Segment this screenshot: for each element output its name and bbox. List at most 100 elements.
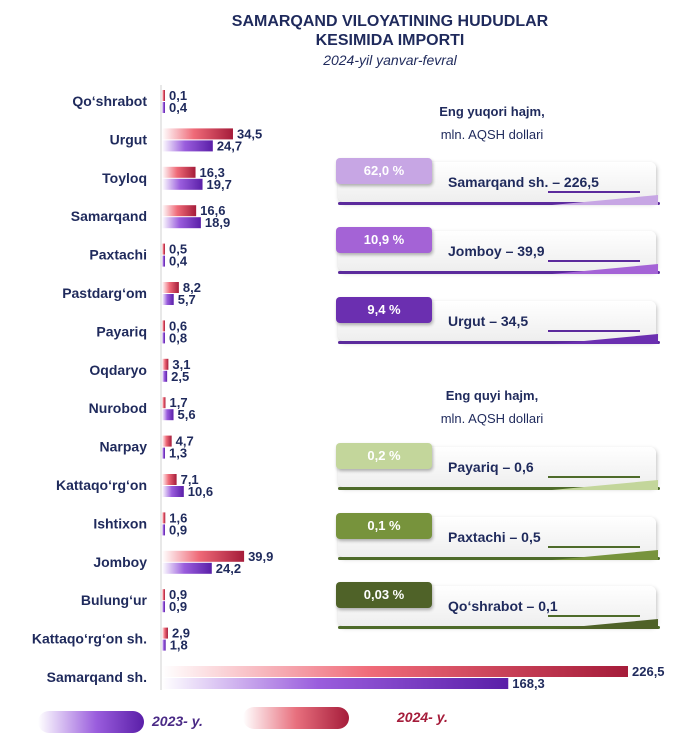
card-tick — [548, 476, 640, 478]
value-label-2023-ishtixon: 0,9 — [169, 522, 187, 537]
value-label-2024-bulung-ur: 0,9 — [169, 587, 187, 602]
card-underline — [338, 202, 660, 205]
value-label-2024-samarqand: 16,6 — [200, 203, 225, 218]
category-label-kattaqo-rg-on: Kattaqo‘rg‘on — [56, 477, 147, 493]
category-label-samarqand-sh: Samarqand sh. — [47, 669, 147, 685]
value-label-2023-samarqand-sh: 168,3 — [512, 676, 545, 691]
card-tick — [548, 191, 640, 193]
bar-2023-payariq — [162, 332, 165, 344]
value-label-2023-kattaqo-rg-on-sh: 1,8 — [170, 638, 188, 653]
value-label-2023-toyloq: 19,7 — [207, 177, 232, 192]
bar-2024-payariq — [162, 320, 165, 332]
bar-2023-bulung-ur — [162, 601, 165, 613]
top-panel-heading: Eng yuqori hajm, — [439, 104, 545, 119]
value-label-2023-kattaqo-rg-on: 10,6 — [188, 484, 213, 499]
bar-2023-samarqand — [162, 217, 201, 229]
card-wedge — [552, 619, 658, 629]
bar-2024-paxtachi — [162, 243, 165, 255]
category-label-narpay: Narpay — [100, 439, 148, 455]
bar-2024-bulung-ur — [162, 589, 165, 601]
bar-2023-urgut — [162, 140, 213, 152]
category-label-oqdaryo: Oqdaryo — [89, 362, 147, 378]
bar-2023-samarqand-sh — [162, 678, 509, 689]
value-label-2023-narpay: 1,3 — [169, 446, 187, 461]
top-card-1: 62,0 % Samarqand sh. – 226,5 — [336, 158, 660, 206]
top-card-3: 9,4 % Urgut – 34,5 — [336, 297, 660, 345]
card-wedge — [552, 480, 658, 490]
bar-2023-nurobod — [162, 409, 174, 421]
value-label-2023-urgut: 24,7 — [217, 138, 242, 153]
value-label-2024-nurobod: 1,7 — [169, 395, 187, 410]
value-label-2023-pastdarg-om: 5,7 — [178, 292, 196, 307]
card-underline — [338, 557, 660, 560]
category-label-paxtachi: Paxtachi — [89, 247, 147, 263]
card-label: Qo‘shrabot – 0,1 — [448, 598, 558, 614]
card-tick — [548, 546, 640, 548]
bar-2024-oqdaryo — [162, 358, 169, 370]
category-label-urgut: Urgut — [110, 131, 148, 147]
value-label-2023-qo-shrabot: 0,4 — [169, 100, 188, 115]
value-label-2023-nurobod: 5,6 — [178, 407, 196, 422]
bar-2024-ishtixon — [162, 512, 166, 524]
card-label: Jomboy – 39,9 — [448, 243, 545, 259]
card-tick — [548, 330, 640, 332]
percent-badge: 0,2 % — [336, 443, 432, 469]
bar-2024-narpay — [162, 435, 172, 447]
value-label-2024-urgut: 34,5 — [237, 126, 262, 141]
value-label-2023-samarqand: 18,9 — [205, 215, 230, 230]
bar-2023-ishtixon — [162, 524, 165, 536]
value-label-2023-paxtachi: 0,4 — [169, 254, 188, 269]
bar-2024-samarqand — [162, 205, 197, 217]
card-wedge — [552, 195, 658, 205]
category-label-samarqand: Samarqand — [71, 208, 147, 224]
bottom-panel-heading: Eng quyi hajm, — [445, 388, 539, 403]
bar-2023-pastdarg-om — [162, 294, 174, 305]
chart-subtitle: 2024-yil yanvar-fevral — [323, 52, 457, 68]
bar-2023-kattaqo-rg-on — [162, 486, 184, 497]
chart-title-line1: SAMARQAND VILOYATINING HUDUDLAR — [231, 13, 549, 30]
category-label-ishtixon: Ishtixon — [93, 515, 147, 531]
value-label-2024-payariq: 0,6 — [169, 318, 187, 333]
value-label-2024-ishtixon: 1,6 — [169, 510, 187, 525]
bar-2024-nurobod — [162, 397, 166, 409]
category-label-kattaqo-rg-on-sh: Kattaqo‘rg‘on sh. — [32, 631, 147, 647]
bottom-panel-unit: mln. AQSH dollari — [440, 411, 544, 426]
legend-swatch-2023 — [38, 711, 144, 733]
bar-2024-toyloq — [162, 166, 196, 178]
value-label-2024-toyloq: 16,3 — [200, 165, 225, 180]
bar-2024-samarqand-sh — [162, 666, 628, 677]
percent-badge: 9,4 % — [336, 297, 432, 323]
bottom-card-3: 0,03 % Qo‘shrabot – 0,1 — [336, 582, 660, 630]
value-label-2024-kattaqo-rg-on: 7,1 — [181, 472, 199, 487]
card-label: Samarqand sh. – 226,5 — [448, 174, 599, 190]
value-label-2023-oqdaryo: 2,5 — [171, 369, 189, 384]
category-label-pastdarg-om: Pastdarg‘om — [62, 285, 147, 301]
card-underline — [338, 487, 660, 490]
card-label: Payariq – 0,6 — [448, 459, 534, 475]
card-underline — [338, 341, 660, 344]
category-label-bulung-ur: Bulung‘ur — [81, 592, 148, 608]
percent-badge: 0,03 % — [336, 582, 432, 608]
category-label-payariq: Payariq — [96, 323, 147, 339]
bar-2023-toyloq — [162, 178, 203, 190]
card-tick — [548, 260, 640, 262]
bar-2024-kattaqo-rg-on-sh — [162, 627, 168, 639]
bar-2023-oqdaryo — [162, 370, 168, 382]
bottom-card-2: 0,1 % Paxtachi – 0,5 — [336, 513, 660, 561]
card-wedge — [552, 550, 658, 560]
bar-2024-urgut — [162, 128, 233, 140]
card-underline — [338, 271, 660, 274]
category-label-toyloq: Toyloq — [102, 170, 147, 186]
category-label-nurobod: Nurobod — [89, 400, 147, 416]
value-label-2024-kattaqo-rg-on-sh: 2,9 — [172, 626, 190, 641]
top-panel-unit: mln. AQSH dollari — [440, 127, 544, 142]
bar-chart: Qo‘shrabot Urgut Toyloq Samarqand Paxtachi Pa… — [32, 85, 665, 691]
bar-2023-jomboy — [162, 562, 212, 574]
value-label-2024-jomboy: 39,9 — [248, 549, 273, 564]
category-label-jomboy: Jomboy — [93, 554, 147, 570]
value-label-2023-bulung-ur: 0,9 — [169, 599, 187, 614]
card-wedge — [552, 264, 658, 274]
bar-2023-narpay — [162, 447, 165, 459]
bar-2024-pastdarg-om — [162, 282, 179, 293]
percent-badge: 10,9 % — [336, 227, 432, 253]
